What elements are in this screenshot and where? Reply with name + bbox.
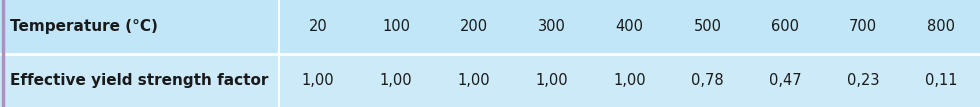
Text: 600: 600 bbox=[771, 19, 800, 34]
Bar bbox=[0, 54, 980, 107]
Text: 100: 100 bbox=[382, 19, 410, 34]
Text: 500: 500 bbox=[694, 19, 721, 34]
Text: Temperature (°C): Temperature (°C) bbox=[10, 19, 158, 34]
Text: 300: 300 bbox=[538, 19, 565, 34]
Text: 0,11: 0,11 bbox=[925, 73, 957, 88]
Bar bbox=[0, 0, 980, 54]
Text: 1,00: 1,00 bbox=[458, 73, 490, 88]
Text: 1,00: 1,00 bbox=[302, 73, 334, 88]
Text: 400: 400 bbox=[615, 19, 644, 34]
Text: 700: 700 bbox=[849, 19, 877, 34]
Text: 1,00: 1,00 bbox=[380, 73, 413, 88]
Text: 200: 200 bbox=[460, 19, 488, 34]
Text: 20: 20 bbox=[309, 19, 327, 34]
Text: 0,47: 0,47 bbox=[769, 73, 802, 88]
Text: 1,00: 1,00 bbox=[535, 73, 568, 88]
Text: 1,00: 1,00 bbox=[613, 73, 646, 88]
Text: 0,78: 0,78 bbox=[691, 73, 724, 88]
Text: 0,23: 0,23 bbox=[847, 73, 879, 88]
Text: 800: 800 bbox=[927, 19, 956, 34]
Text: Effective yield strength factor: Effective yield strength factor bbox=[10, 73, 269, 88]
